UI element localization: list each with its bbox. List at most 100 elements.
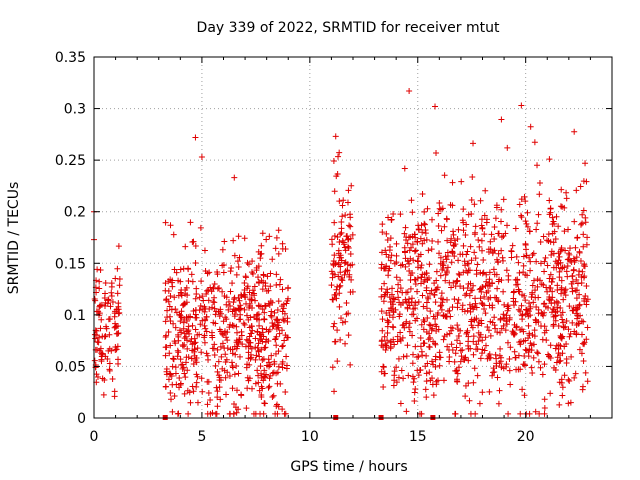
data-point (421, 220, 428, 227)
data-point (221, 238, 228, 245)
data-point (192, 260, 199, 267)
data-point (199, 293, 206, 300)
data-point (213, 410, 220, 417)
data-point (192, 339, 199, 346)
data-point (522, 297, 529, 304)
data-point (395, 374, 402, 381)
data-point (383, 230, 390, 237)
data-point (470, 282, 477, 289)
data-point (219, 288, 226, 295)
data-point (231, 296, 238, 303)
data-point (496, 360, 503, 367)
data-point (558, 277, 565, 284)
data-point (577, 221, 584, 228)
data-point (441, 223, 448, 230)
data-point (427, 308, 434, 315)
data-point (495, 278, 502, 285)
data-point (555, 350, 562, 357)
data-point (393, 252, 400, 259)
data-point (489, 248, 496, 255)
data-point (378, 249, 385, 256)
data-point (381, 370, 388, 377)
data-point (268, 313, 275, 320)
data-point (580, 262, 587, 269)
data-point (584, 378, 591, 385)
data-point (189, 278, 196, 285)
data-point (212, 311, 219, 318)
data-point (329, 364, 336, 371)
data-point (347, 361, 354, 368)
data-point (482, 187, 489, 194)
data-point (517, 410, 524, 417)
data-point (387, 345, 394, 352)
data-point (342, 247, 349, 254)
data-point (576, 249, 583, 256)
data-point (208, 288, 215, 295)
data-point (526, 228, 533, 235)
data-point (380, 364, 387, 371)
data-point (275, 298, 282, 305)
data-point (474, 261, 481, 268)
data-point (557, 334, 564, 341)
data-point (245, 316, 252, 323)
data-point (167, 292, 174, 299)
data-point (265, 300, 272, 307)
data-point (403, 353, 410, 360)
data-point (448, 235, 455, 242)
data-point (483, 289, 490, 296)
data-point (328, 268, 335, 275)
data-point (246, 304, 253, 311)
data-point (516, 201, 523, 208)
data-point (229, 364, 236, 371)
data-point (527, 258, 534, 265)
data-point (488, 231, 495, 238)
data-point (470, 338, 477, 345)
data-point (222, 374, 229, 381)
data-point (218, 353, 225, 360)
data-point (478, 237, 485, 244)
data-point (344, 236, 351, 243)
data-point (394, 338, 401, 345)
data-point (417, 335, 424, 342)
data-point (446, 330, 453, 337)
data-point (405, 372, 412, 379)
data-point (479, 337, 486, 344)
data-point (486, 355, 493, 362)
data-point (513, 366, 520, 373)
data-point (465, 211, 472, 218)
data-point (455, 326, 462, 333)
data-point (547, 390, 554, 397)
data-point (496, 387, 503, 394)
data-point (584, 324, 591, 331)
data-point (103, 323, 110, 330)
data-point (112, 275, 119, 282)
data-point (572, 370, 579, 377)
data-point (271, 358, 278, 365)
data-point (537, 277, 544, 284)
data-point (513, 281, 520, 288)
data-point (426, 330, 433, 337)
data-point (335, 153, 342, 160)
data-point (582, 292, 589, 299)
data-point (494, 285, 501, 292)
data-point (437, 272, 444, 279)
data-point (561, 289, 568, 296)
data-point (269, 299, 276, 306)
data-point (543, 327, 550, 334)
data-point (448, 284, 455, 291)
data-point (334, 327, 341, 334)
data-point (198, 375, 205, 382)
data-point (239, 341, 246, 348)
data-point (166, 370, 173, 377)
data-point (285, 284, 292, 291)
data-point (462, 393, 469, 400)
data-point (349, 261, 356, 268)
data-point (192, 134, 199, 141)
data-point (473, 304, 480, 311)
data-point (408, 197, 415, 204)
data-point (172, 306, 179, 313)
data-point (284, 362, 291, 369)
data-point (102, 353, 109, 360)
data-point (421, 221, 428, 228)
data-point (498, 116, 505, 123)
